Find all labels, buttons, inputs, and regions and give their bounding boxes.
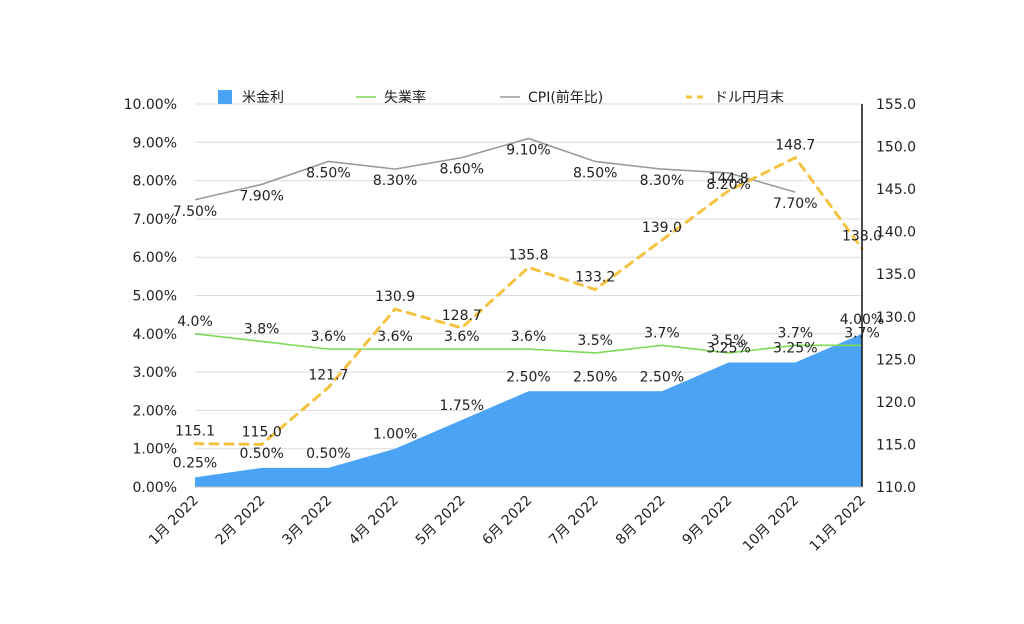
data-label: 0.25%: [173, 455, 217, 471]
data-label: 8.50%: [306, 165, 350, 181]
area-layer: [195, 333, 862, 487]
x-tick-label: 11月 2022: [807, 493, 869, 555]
data-label: 135.8: [508, 247, 548, 263]
x-tick-label: 5月 2022: [413, 493, 469, 549]
data-label: 3.25%: [773, 341, 817, 357]
data-label: 3.6%: [511, 329, 547, 345]
legend-label: ドル円月末: [714, 90, 784, 106]
data-label: 8.20%: [706, 177, 750, 193]
x-tick-label: 9月 2022: [680, 493, 736, 549]
x-tick-label: 7月 2022: [546, 493, 602, 549]
y-left-tick-label: 7.00%: [133, 212, 177, 228]
data-label: 8.50%: [573, 165, 617, 181]
y-right-tick-label: 110.0: [876, 480, 916, 496]
legend: 米金利 失業率 CPI(前年比) ドル円月末: [218, 89, 784, 106]
y-right-tick-label: 125.0: [876, 352, 916, 368]
data-label: 0.50%: [239, 446, 283, 462]
y-right-tick-label: 140.0: [876, 225, 916, 241]
data-label: 7.50%: [173, 204, 217, 220]
data-label: 3.6%: [377, 329, 413, 345]
x-tick-label: 8月 2022: [613, 493, 669, 549]
line-layer: [193, 137, 864, 446]
data-label: 0.50%: [306, 446, 350, 462]
data-label: 133.2: [575, 270, 615, 286]
data-label: 3.7%: [644, 325, 680, 341]
y-right-tick-label: 150.0: [876, 140, 916, 156]
y-left-tick-label: 6.00%: [133, 250, 177, 266]
series-line-2: [194, 137, 796, 201]
data-label: 1.00%: [373, 427, 417, 443]
y-left-tick-label: 10.00%: [124, 97, 177, 113]
x-tick-label: 2月 2022: [213, 493, 269, 549]
data-label: 128.7: [442, 308, 482, 324]
data-label: 148.7: [775, 138, 815, 154]
data-label: 8.60%: [440, 162, 484, 178]
y-right-tick-label: 145.0: [876, 182, 916, 198]
x-tick-label: 6月 2022: [479, 493, 535, 549]
data-label: 8.30%: [640, 173, 684, 189]
data-label: 3.5%: [577, 333, 613, 349]
data-label: 7.70%: [773, 196, 817, 212]
legend-swatch: [218, 90, 232, 104]
data-label: 3.6%: [444, 329, 480, 345]
x-tick-label: 10月 2022: [740, 493, 802, 555]
series-line-3: [193, 155, 864, 446]
data-label: 121.7: [308, 367, 348, 383]
data-label: 3.7%: [844, 325, 880, 341]
data-label: 1.75%: [440, 398, 484, 414]
legend-label: 米金利: [242, 90, 284, 106]
legend-label: CPI(前年比): [528, 89, 603, 106]
data-label: 9.10%: [506, 142, 550, 158]
data-label: 4.0%: [177, 314, 213, 330]
y-right-tick-label: 115.0: [876, 437, 916, 453]
data-label: 139.0: [642, 220, 682, 236]
x-tick-label: 4月 2022: [346, 493, 402, 549]
data-label: 3.25%: [706, 341, 750, 357]
y-right-tick-label: 120.0: [876, 395, 916, 411]
data-label: 4.00%: [840, 312, 884, 328]
y-left-tick-label: 0.00%: [133, 480, 177, 496]
data-label: 2.50%: [573, 369, 617, 385]
data-label: 115.0: [242, 424, 282, 440]
y-left-tick-label: 2.00%: [133, 403, 177, 419]
y-right-tick-label: 155.0: [876, 97, 916, 113]
y-left-tick-label: 9.00%: [133, 135, 177, 151]
y-left-tick-label: 5.00%: [133, 289, 177, 305]
x-tick-label: 1月 2022: [146, 493, 202, 549]
data-label: 3.8%: [244, 321, 280, 337]
series-area-0: [195, 333, 862, 487]
data-label: 7.90%: [239, 188, 283, 204]
data-label: 3.5%: [711, 333, 747, 349]
series-line-1: [194, 333, 862, 354]
x-tick-label: 3月 2022: [279, 493, 335, 549]
y-left-tick-label: 8.00%: [133, 174, 177, 190]
data-label: 144.8: [709, 171, 749, 187]
data-label: 8.30%: [373, 173, 417, 189]
data-label: 3.7%: [778, 325, 814, 341]
data-label: 115.1: [175, 424, 215, 440]
data-label: 2.50%: [506, 369, 550, 385]
y-right-tick-label: 135.0: [876, 267, 916, 283]
data-label: 138.0: [842, 229, 882, 245]
y-left-tick-label: 3.00%: [133, 365, 177, 381]
y-right-tick-label: 130.0: [876, 310, 916, 326]
data-label: 3.6%: [311, 329, 347, 345]
data-label: 130.9: [375, 289, 415, 305]
y-left-tick-label: 1.00%: [133, 442, 177, 458]
data-labels: 0.25% 0.50% 0.50% 1.00% 1.75% 2.50% 2.50% 2.50%…: [173, 138, 884, 472]
legend-label: 失業率: [384, 89, 426, 106]
y-left-tick-label: 4.00%: [133, 327, 177, 343]
data-label: 2.50%: [640, 369, 684, 385]
gridlines: [195, 103, 862, 488]
